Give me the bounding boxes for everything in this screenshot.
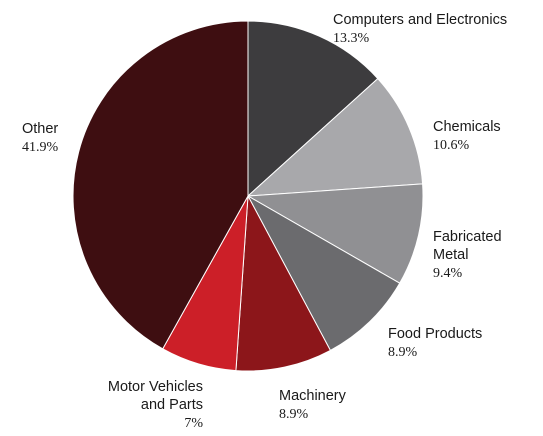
slice-label-text: Fabricated	[433, 229, 502, 245]
slice-label-motor-vehicles-and-parts: Motor Vehicles and Parts 7%	[108, 379, 203, 431]
slice-label-food-products: Food Products 8.9%	[388, 326, 482, 360]
slice-label-text: Machinery	[279, 388, 347, 404]
slice-label-text: Metal	[433, 247, 468, 263]
pie-slice-fabricated-metal	[246, 183, 424, 284]
slice-label-text: Motor Vehicles	[108, 379, 203, 395]
slice-value-label: 7%	[184, 416, 203, 431]
slice-label-other: Other 41.9%	[22, 121, 59, 155]
slice-value-label: 8.9%	[388, 345, 418, 360]
pie-slice-food-products	[246, 194, 401, 352]
slice-label-fabricated-metal: Fabricated Metal 9.4%	[433, 229, 502, 281]
slice-value-label: 9.4%	[433, 266, 463, 281]
slice-label-text: and Parts	[141, 397, 203, 413]
pie-slice-machinery	[235, 194, 332, 372]
slice-label-text: Chemicals	[433, 119, 501, 135]
slice-value-label: 10.6%	[433, 138, 470, 153]
pie-slices	[72, 20, 424, 372]
slice-label-machinery: Machinery 8.9%	[279, 388, 347, 422]
pie-slice-other	[72, 20, 249, 350]
slice-label-text: Food Products	[388, 326, 482, 342]
slice-label-text: Other	[22, 121, 58, 137]
pie-slice-chemicals	[246, 77, 424, 197]
slice-label-text: Computers and Electronics	[333, 12, 507, 28]
slice-value-label: 41.9%	[22, 140, 59, 155]
pie-labels: Computers and Electronics 13.3% Chemicals 1…	[22, 12, 507, 431]
slice-label-chemicals: Chemicals 10.6%	[433, 119, 501, 153]
slice-value-label: 13.3%	[333, 31, 370, 46]
pie-slice-computers-and-electronics	[247, 20, 379, 198]
slice-value-label: 8.9%	[279, 407, 309, 422]
slice-label-computers-and-electronics: Computers and Electronics 13.3%	[333, 12, 507, 46]
